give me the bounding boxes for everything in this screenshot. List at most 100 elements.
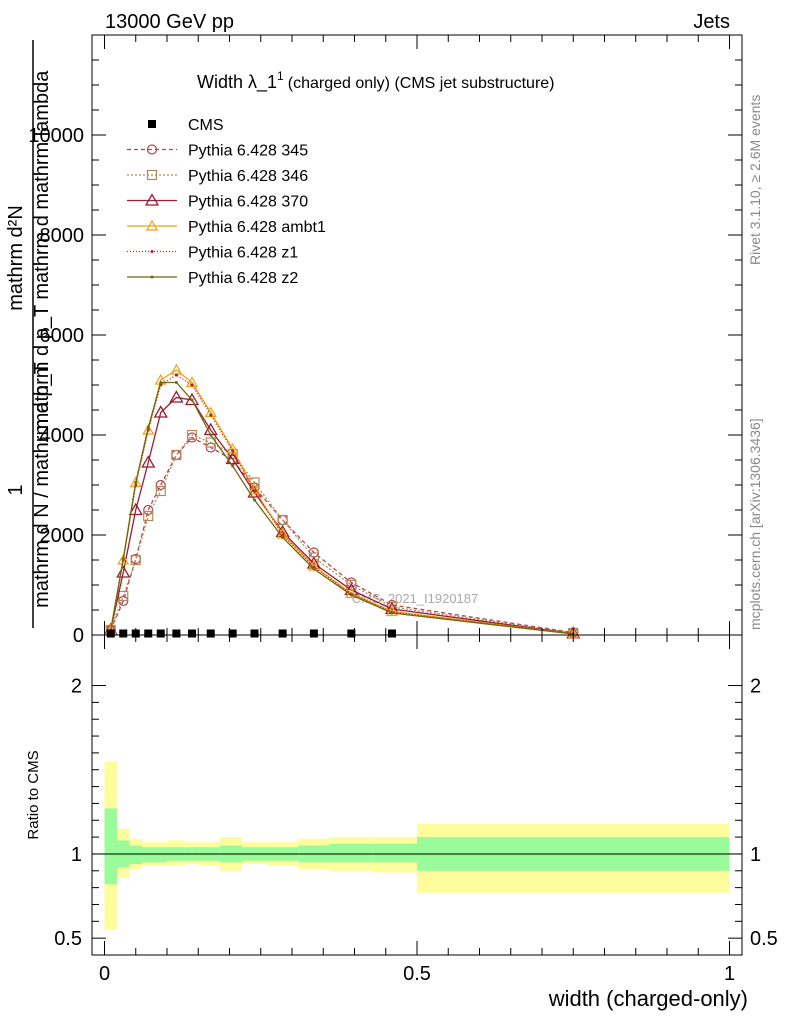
legend-label-cms: CMS xyxy=(188,117,224,134)
ratio-y-axis-label: Ratio to CMS xyxy=(25,750,42,839)
header-energy-label: 13000 GeV pp xyxy=(105,11,234,33)
series-point-p346 xyxy=(186,429,198,441)
series-point-z1 xyxy=(174,373,178,377)
series-point-p346 xyxy=(277,514,288,526)
series-point-p370 xyxy=(225,451,240,465)
series-point-ambt1 xyxy=(385,605,399,617)
ratio-y-tick-label: 1 xyxy=(71,844,82,866)
series-line-p346 xyxy=(110,434,574,634)
cms-data-point xyxy=(172,629,181,638)
ratio-y-axis: 0.5 0.5 1 1 2 2 xyxy=(54,676,778,951)
legend-label-p345: Pythia 6.428 345 xyxy=(188,143,308,160)
ratio-y-tick-label-right: 2 xyxy=(750,676,761,698)
series-point-z1 xyxy=(231,449,235,453)
cms-data-point xyxy=(250,629,259,638)
ratio-inner-band xyxy=(154,847,167,863)
cms-data-point xyxy=(144,629,153,638)
ratio-y-tick-label-right: 1 xyxy=(750,844,761,866)
series-point-p346 xyxy=(143,510,154,522)
main-y-tick-label: 0 xyxy=(73,625,84,647)
series-point-z2 xyxy=(146,426,150,429)
main-y-tick-label: 4000 xyxy=(40,425,85,447)
series-point-p345 xyxy=(143,504,154,516)
legend-label-ambt1: Pythia 6.428 ambt1 xyxy=(188,219,326,236)
series-point-p346 xyxy=(155,485,166,497)
rivet-version-label: Rivet 3.1.10, ≥ 2.6M events xyxy=(747,95,763,265)
series-point-p370 xyxy=(116,565,131,578)
header-jets-label: Jets xyxy=(693,11,730,33)
legend-label-p370: Pythia 6.428 370 xyxy=(188,194,308,211)
x-tick-label: 0 xyxy=(99,963,110,985)
x-tick-label: 1 xyxy=(724,963,735,985)
legend-marker-p345 xyxy=(146,144,158,155)
cms-data-point xyxy=(388,629,396,638)
main-y-axis: 0 2000 4000 6000 8000 10000 xyxy=(28,59,742,647)
cms-data-point xyxy=(309,629,318,638)
ratio-y-tick-label-right: 0.5 xyxy=(750,928,778,950)
main-y-tick-label: 10000 xyxy=(28,125,84,147)
series-point-p346 xyxy=(130,554,141,566)
series-point-z2 xyxy=(349,593,353,597)
series-point-p346 xyxy=(171,449,182,461)
main-x-ticks xyxy=(104,35,730,635)
series-line-z2 xyxy=(110,381,574,635)
series-point-p345 xyxy=(171,449,182,461)
mcplots-label: mcplots.cern.ch [arXiv:1306.3436] xyxy=(747,418,763,630)
main-y-tick-label: 6000 xyxy=(40,325,85,347)
series-point-z2 xyxy=(253,498,256,502)
ylabel-prefix-numerator: 1 xyxy=(5,484,27,495)
ratio-inner-band xyxy=(129,845,142,865)
main-plot-marks xyxy=(103,363,581,639)
legend-marker-z1 xyxy=(150,250,154,253)
ratio-inner-band xyxy=(104,808,117,885)
legend-marker-z2 xyxy=(150,275,154,279)
main-y-axis-label: mathrm d²N mathrm d p_T mathrm d mathrm … xyxy=(5,40,53,628)
legend-label-z1: Pythia 6.428 z1 xyxy=(188,245,298,262)
cms-data-point xyxy=(156,629,165,638)
ylabel-prefix-denominator: mathrm d N / mathrm d p_T xyxy=(31,362,53,608)
ratio-inner-band xyxy=(373,843,417,863)
series-point-z2 xyxy=(190,398,194,402)
cms-data-point xyxy=(119,629,128,638)
series-point-z2 xyxy=(159,381,163,384)
series-point-z2 xyxy=(134,481,138,484)
legend-marker-cms xyxy=(148,120,156,128)
series-line-z1 xyxy=(110,374,574,635)
ratio-frame xyxy=(91,634,743,956)
legend-label-z2: Pythia 6.428 z2 xyxy=(188,270,298,287)
series-point-z1 xyxy=(190,383,194,387)
series-line-p370 xyxy=(110,396,574,635)
cms-data-point xyxy=(347,629,356,638)
x-tick-label: 0.5 xyxy=(403,963,431,985)
cms-data-point xyxy=(206,629,215,638)
series-point-z2 xyxy=(209,433,213,437)
main-y-tick-label: 8000 xyxy=(40,225,85,247)
series-point-z2 xyxy=(231,464,235,468)
ratio-inner-band xyxy=(142,847,155,863)
ratio-y-tick-label: 2 xyxy=(71,676,82,698)
series-point-p370 xyxy=(141,455,156,468)
legend: CMS Pythia 6.428 345 Pythia 6.428 346 Pythi… xyxy=(127,117,326,287)
series-point-z2 xyxy=(312,567,316,571)
series-point-p370 xyxy=(169,390,184,403)
ratio-bands xyxy=(104,761,730,930)
cms-data-point xyxy=(278,629,287,638)
ratio-y-tick-label: 0.5 xyxy=(54,928,82,950)
series-point-z1 xyxy=(209,413,213,417)
cms-data-point xyxy=(188,629,196,638)
ylabel-denominator: mathrm d p_T mathrm d mathrm lambda xyxy=(31,70,53,430)
series-point-p370 xyxy=(153,405,168,418)
series-point-p370 xyxy=(128,502,143,516)
legend-marker-p370 xyxy=(144,193,160,206)
series-point-z1 xyxy=(253,489,256,493)
legend-marker-ambt1 xyxy=(145,219,159,231)
ratio-inner-band xyxy=(329,843,374,863)
x-axis-label: width (charged-only) xyxy=(548,986,748,1011)
main-panel: CMS_2021_I1920187 0200040006000800010000… xyxy=(5,34,743,647)
series-point-p345 xyxy=(155,479,166,491)
series-point-p370 xyxy=(247,485,262,498)
series-point-ambt1 xyxy=(142,423,155,435)
legend-marker-p346 xyxy=(146,169,158,181)
series-point-z2 xyxy=(121,557,125,561)
